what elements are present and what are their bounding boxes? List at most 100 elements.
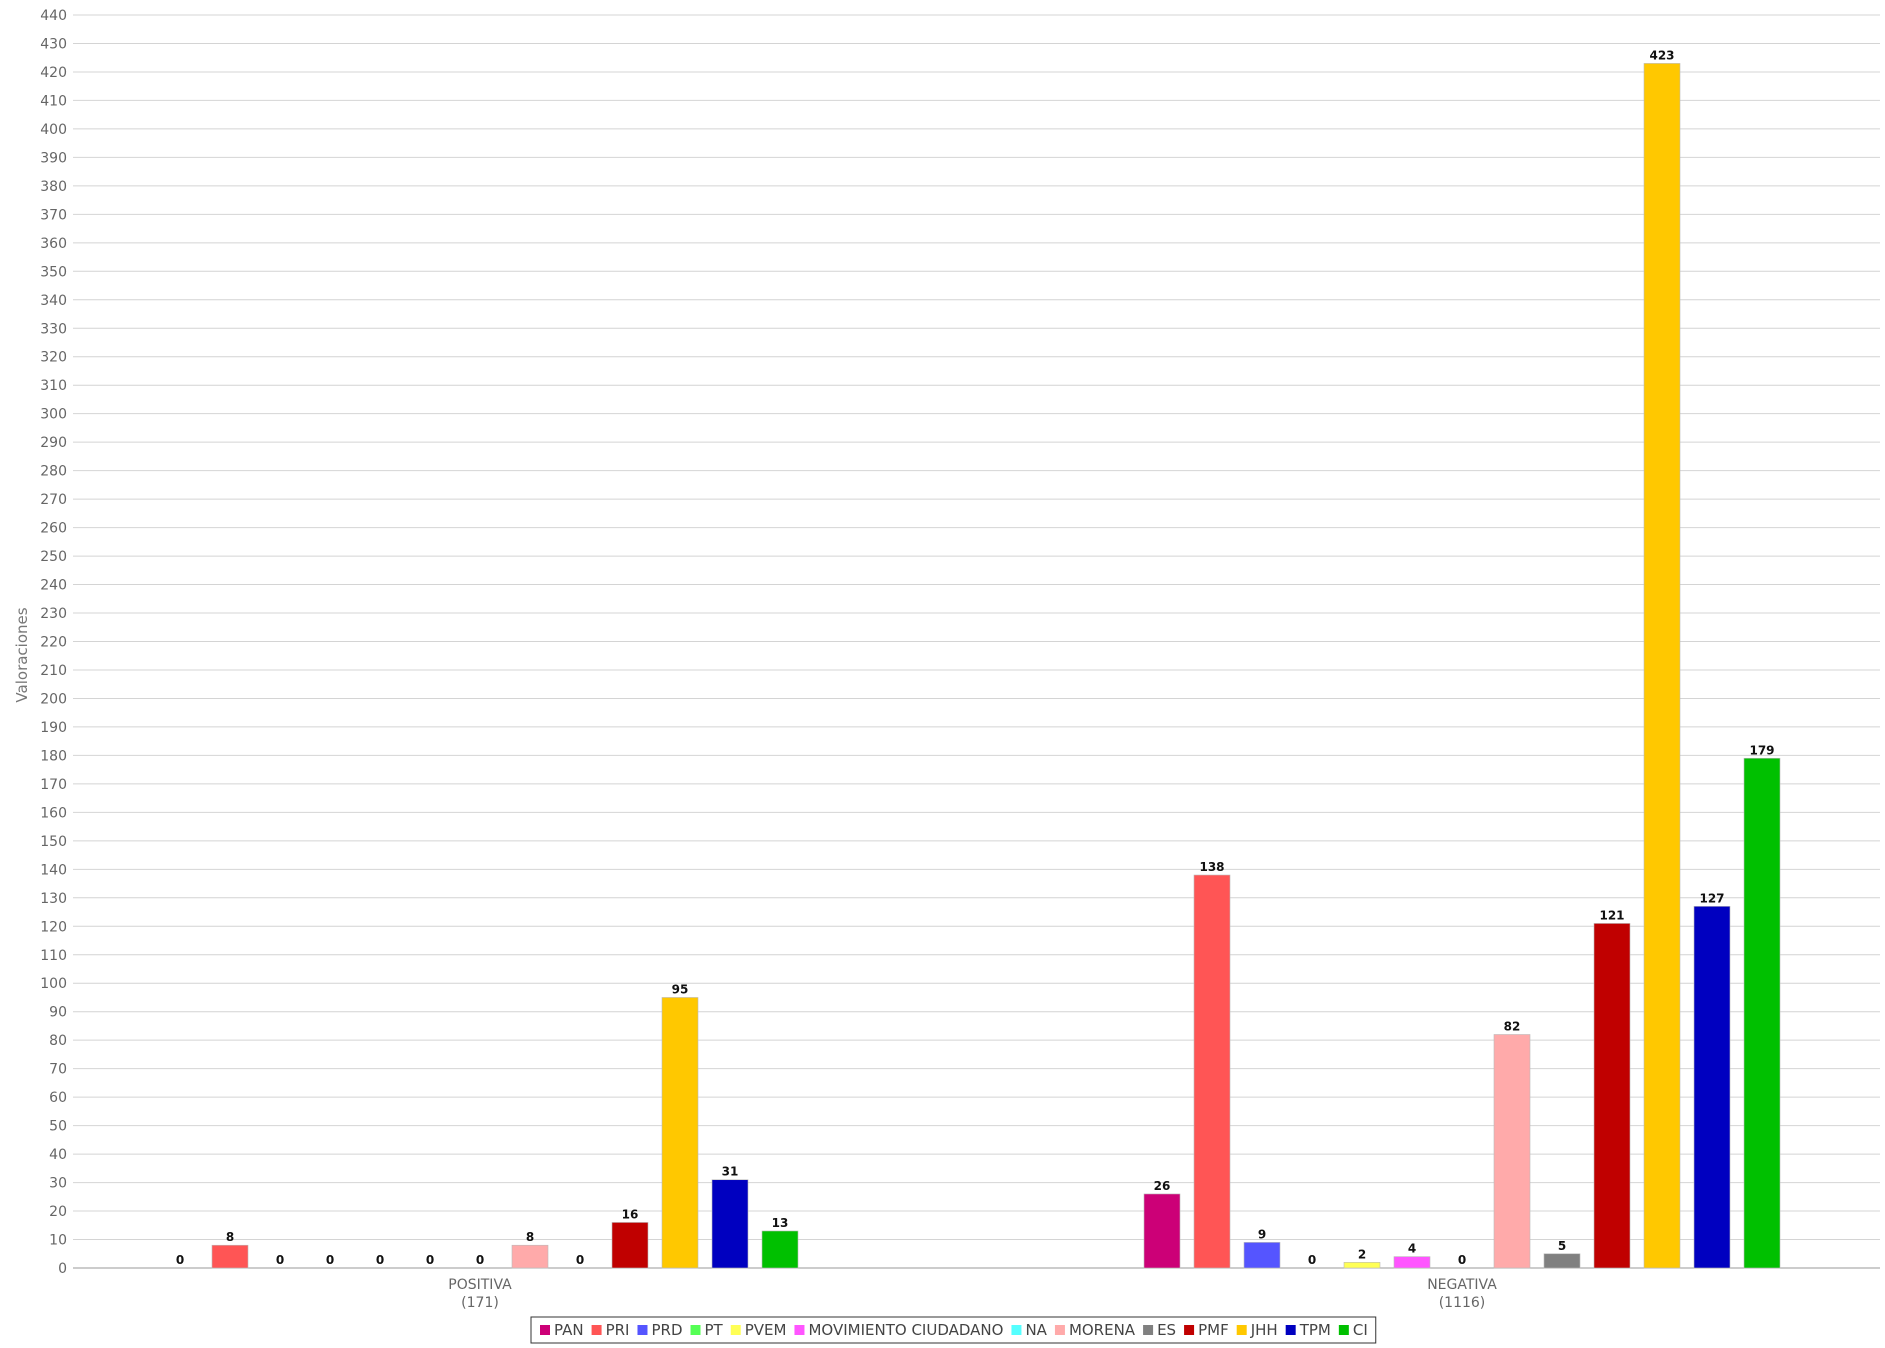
y-tick-label: 160 [40,805,67,821]
y-tick-label: 330 [40,321,67,337]
bar [1543,1253,1581,1269]
y-tick-label: 220 [40,635,67,651]
legend-swatch [730,1325,741,1335]
bar [1393,1256,1431,1269]
y-tick-label: 380 [40,179,67,195]
bar [1593,923,1631,1269]
bar [1243,1242,1281,1269]
y-tick-label: 320 [40,350,67,366]
y-tick-label: 170 [40,777,67,793]
legend-box [530,1316,1377,1344]
bar [1493,1034,1531,1269]
y-tick-label: 270 [40,492,67,508]
y-tick-label: 440 [40,8,67,24]
y-tick-label: 250 [40,549,67,565]
y-tick-label: 150 [40,834,67,850]
y-tick-label: 40 [49,1147,67,1163]
y-tick-label: 240 [40,578,67,594]
legend-swatch [1054,1325,1065,1335]
y-tick-label: 430 [40,36,67,52]
data-label: 82 [1504,1019,1521,1033]
legend-swatch [1011,1325,1022,1335]
legend-label: PAN [554,1321,584,1339]
data-label: 13 [772,1216,789,1230]
y-tick-label: 360 [40,236,67,252]
y-tick-label: 50 [49,1119,67,1135]
bar [1693,906,1731,1269]
legend-swatch [690,1325,701,1335]
legend-label: PRD [651,1321,682,1339]
bar [611,1222,649,1269]
legend-swatch [637,1325,648,1335]
y-tick-label: 70 [49,1062,67,1078]
y-axis-label: Valoraciones [13,607,31,702]
bar [1343,1262,1381,1269]
y-tick-label: 390 [40,150,67,166]
y-tick-label: 310 [40,378,67,394]
legend-label: JHH [1250,1321,1278,1339]
y-tick-label: 60 [49,1090,67,1106]
data-label: 5 [1558,1239,1566,1253]
data-label: 0 [576,1253,584,1267]
category-total: (1116) [1439,1295,1486,1311]
bars [211,63,1781,1269]
data-label: 2 [1358,1247,1366,1261]
y-tick-label: 10 [49,1233,67,1249]
category-labels: POSITIVA (171) NEGATIVA (1116) [448,1277,1497,1311]
y-tick-label: 90 [49,1005,67,1021]
legend-items: PAN PRI PRD PT PVEM MOVIMIENTO CIUDADANO NA MOR… [540,1321,1368,1339]
data-label: 95 [672,982,689,996]
bar [1643,63,1681,1269]
data-label: 0 [326,1253,334,1267]
legend-label: PMF [1198,1321,1229,1339]
bar [761,1230,799,1269]
category-total: (171) [461,1295,499,1311]
y-tick-label: 370 [40,207,67,223]
legend-label: PVEM [745,1321,787,1339]
data-label: 0 [376,1253,384,1267]
y-tick-label: 350 [40,264,67,280]
legend-label: MORENA [1069,1321,1136,1339]
y-tick-label: 180 [40,748,67,764]
y-tick-label: 280 [40,464,67,480]
y-tick-label: 210 [40,663,67,679]
y-tick-label: 300 [40,407,67,423]
y-tick-label: 20 [49,1204,67,1220]
legend-label: PRI [606,1321,630,1339]
y-tick-label: 140 [40,862,67,878]
y-tick-label: 130 [40,891,67,907]
legend-swatch [1236,1325,1247,1335]
legend-label: PT [705,1321,724,1339]
y-tick-label: 100 [40,976,67,992]
data-label: 9 [1258,1227,1266,1241]
legend-label: TPM [1299,1321,1331,1339]
legend-label: MOVIMIENTO CIUDADANO [808,1321,1003,1339]
data-label: 121 [1599,908,1624,922]
data-label: 179 [1749,743,1774,757]
data-label: 0 [176,1253,184,1267]
data-label: 423 [1649,48,1674,62]
y-axis-ticks: 0 10 20 30 40 50 60 70 80 90 100 110 120 130 140 150 160… [40,8,67,1277]
legend-swatch [540,1325,550,1335]
data-label: 31 [722,1165,739,1179]
bar [711,1179,749,1269]
legend-swatch [1338,1325,1349,1335]
legend-swatch [591,1325,602,1335]
data-label: 8 [526,1230,534,1244]
y-tick-label: 230 [40,606,67,622]
legend-swatch [1285,1325,1296,1335]
bar [511,1244,549,1269]
y-tick-label: 420 [40,65,67,81]
bar [1143,1193,1181,1269]
y-tick-label: 410 [40,93,67,109]
bar [661,997,699,1269]
y-tick-label: 0 [58,1261,67,1277]
y-tick-label: 340 [40,293,67,309]
y-tick-label: 260 [40,521,67,537]
y-tick-label: 110 [40,948,67,964]
legend-label: ES [1157,1321,1176,1339]
bar [1743,757,1781,1269]
gridlines [73,14,1880,1269]
data-label: 127 [1699,891,1724,905]
bar [211,1244,249,1269]
